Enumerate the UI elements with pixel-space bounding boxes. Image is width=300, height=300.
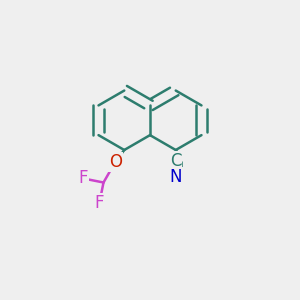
Text: C: C	[170, 152, 182, 170]
Text: O: O	[109, 153, 122, 171]
Text: F: F	[95, 194, 104, 212]
Text: F: F	[78, 169, 88, 188]
Text: N: N	[169, 168, 182, 186]
